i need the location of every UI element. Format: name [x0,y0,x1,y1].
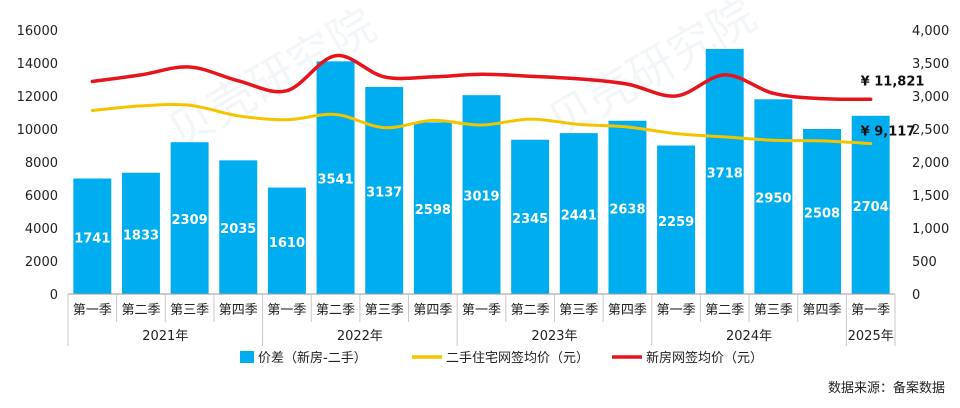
legend-label: 价差（新房-二手） [258,350,367,366]
bar-value-label: 1741 [74,231,110,246]
x-tick-label: 第四季 [803,303,842,318]
bar [754,99,793,294]
x-tick-label: 第四季 [413,303,452,318]
y-left-tick-label: 2000 [25,255,58,270]
bar [267,187,306,294]
bar-value-label: 2035 [220,222,256,237]
x-tick-label: 第三季 [170,303,209,318]
legend: 价差（新房-二手） 二手住宅网签均价（元） 新房网签均价（元） [240,350,763,366]
bar-value-label: 2259 [658,215,694,230]
bar-value-label: 3137 [366,185,402,200]
x-tick-label: 第一季 [657,303,696,318]
bar [851,115,890,294]
x-tick-label: 第一季 [462,303,501,318]
year-label: 2021年 [142,329,188,344]
bar [316,61,355,294]
line-series [90,53,873,146]
y-right-tick-label: 500 [912,255,937,270]
y-right-tick-label: 1,000 [912,222,949,237]
y-left-tick-label: 0 [50,288,58,303]
bar [657,145,696,294]
bar-value-label: 1833 [123,228,159,243]
bar [121,172,160,294]
y-left-tick-label: 6000 [25,189,58,204]
bar-value-label: 3019 [463,190,499,205]
y-right-tick-label: 4,000 [912,24,949,39]
bar-value-label: 2950 [755,192,791,207]
y-right-tick-label: 1,500 [912,189,949,204]
year-label: 2025年 [848,329,894,344]
bar-value-label: 2441 [561,209,597,224]
new-price-line [90,53,873,102]
bar [73,178,112,294]
resale-price-line [90,102,873,146]
bar [803,129,842,294]
y-right-tick-label: 0 [912,288,920,303]
bar-value-label: 2704 [853,200,889,215]
bar-value-label: 3541 [317,173,353,188]
bar-value-label: 2309 [172,213,208,228]
bar [413,122,452,295]
x-tick-label: 第二季 [511,303,550,318]
data-labels: 1741 1833 2309 2035 1610 3541 3137 2598 3019 2345… [74,74,924,250]
bar-series [73,48,890,295]
x-tick-label: 第二季 [121,303,160,318]
bar [705,48,744,294]
bar [365,86,404,294]
y-right-tick-label: 3,000 [912,90,949,105]
y-right-tick-label: 2,500 [912,123,949,138]
x-tick-label: 第二季 [705,303,744,318]
year-label: 2023年 [531,329,577,344]
y-left-tick-label: 10000 [17,123,58,138]
x-tick-label: 第三季 [559,303,598,318]
x-axis: 第一季 第二季 第三季 第四季 第一季 第二季 第三季 第四季 第一季 第二季 第三季 第四季 第一季第… [67,293,896,346]
x-tick-label: 第二季 [316,303,355,318]
y-right-tick-label: 2,000 [912,156,949,171]
bar [608,120,647,294]
annotation-label: ¥ 9,117 [861,125,916,140]
bar [462,95,501,294]
y-left-tick-label: 16000 [17,24,58,39]
y-left-tick-label: 14000 [17,57,58,72]
x-tick-label: 第三季 [365,303,404,318]
bar-value-label: 2508 [804,207,840,222]
watermark: 贝壳研究院 贝壳研究院 [159,0,765,160]
year-label: 2022年 [337,329,383,344]
year-label: 2024年 [726,329,772,344]
legend-swatch [240,351,254,363]
y-left-tick-label: 12000 [17,90,58,105]
legend-label: 二手住宅网签均价（元） [446,350,589,366]
bar [219,160,258,294]
x-tick-label: 第一季 [73,303,112,318]
bar-value-label: 3718 [707,166,743,181]
x-tick-label: 第一季 [851,303,890,318]
y-left-tick-label: 8000 [25,156,58,171]
x-tick-label: 第一季 [267,303,306,318]
x-tick-label: 第四季 [608,303,647,318]
annotation-label: ¥ 11,821 [861,74,925,89]
source-note: 数据来源：备案数据 [828,380,945,396]
y-right-tick-label: 3,500 [912,57,949,72]
y-left-tick-label: 4000 [25,222,58,237]
x-tick-label: 第四季 [219,303,258,318]
bar [559,133,598,294]
bar-value-label: 2345 [512,212,548,227]
bar-value-label: 1610 [269,236,305,251]
legend-label: 新房网签均价（元） [646,350,763,366]
bar [170,142,209,294]
bar-value-label: 2638 [609,202,645,217]
x-tick-label: 第三季 [754,303,793,318]
bar [511,139,550,294]
axes: 0 2000 4000 6000 8000 10000 12000 14000 16000 0 50… [17,24,950,303]
bar-value-label: 2598 [415,203,451,218]
